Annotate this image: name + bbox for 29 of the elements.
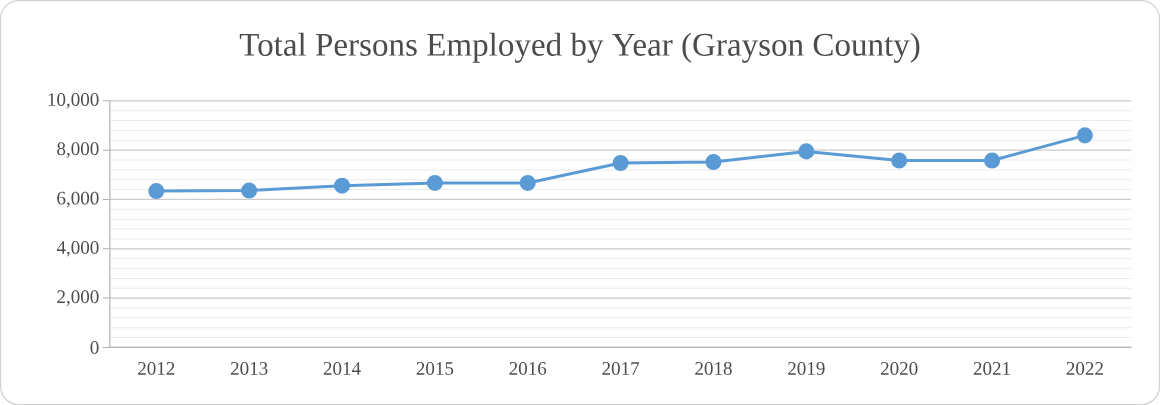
- y-tick-label: 8,000: [57, 142, 99, 158]
- point: [1076, 127, 1093, 144]
- y-tick-label: 2,000: [57, 290, 99, 306]
- point: [798, 143, 815, 160]
- point: [519, 174, 536, 191]
- point: [334, 177, 351, 194]
- y-tick-label: 4,000: [56, 240, 99, 257]
- point: [891, 152, 908, 169]
- x-tick-label: 2021: [973, 361, 1010, 375]
- x-tick-label: 2019: [788, 361, 825, 375]
- x-tick-label: 2015: [416, 361, 454, 375]
- point: [705, 153, 722, 170]
- x-tick-label: 2018: [695, 361, 732, 375]
- point: [148, 182, 165, 200]
- x-tick-label: 2013: [230, 361, 268, 375]
- x-tick-label: 2012: [138, 361, 175, 375]
- chart-title: Total Persons Employed by Year (Grayson County): [239, 32, 920, 63]
- y-tick-label: 6,000: [57, 191, 99, 208]
- x-tick-label: 2022: [1066, 361, 1103, 375]
- x-tick-label: 2017: [602, 361, 640, 375]
- y-tick-label: 10,000: [48, 92, 99, 109]
- x-tick-label: 2020: [880, 361, 918, 375]
- y-tick-label: 0: [90, 340, 99, 354]
- point: [241, 182, 258, 199]
- x-tick-label: 2014: [323, 361, 361, 375]
- point: [984, 152, 1001, 169]
- point: [612, 154, 629, 171]
- point: [426, 174, 443, 191]
- x-tick-label: 2016: [509, 361, 547, 375]
